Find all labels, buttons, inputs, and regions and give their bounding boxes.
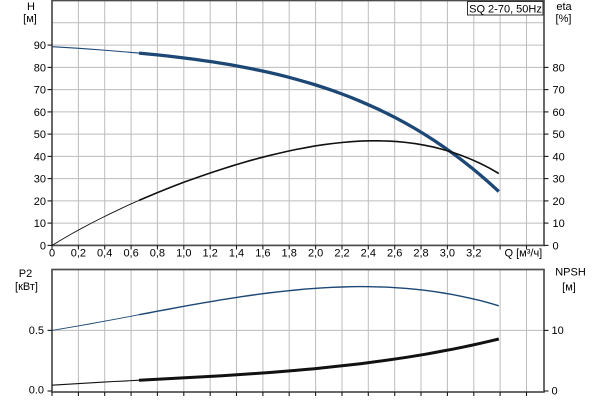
- svg-text:10: 10: [553, 218, 565, 230]
- svg-text:[м]: [м]: [562, 282, 576, 294]
- svg-text:Q [м³/ч]: Q [м³/ч]: [505, 248, 543, 260]
- svg-text:1,0: 1,0: [176, 248, 191, 260]
- svg-text:40: 40: [34, 151, 46, 163]
- svg-text:80: 80: [553, 62, 565, 74]
- svg-text:50: 50: [34, 129, 46, 141]
- svg-text:eta: eta: [556, 1, 572, 13]
- svg-text:0,8: 0,8: [150, 248, 165, 260]
- svg-text:2,6: 2,6: [387, 248, 402, 260]
- svg-text:30: 30: [553, 174, 565, 186]
- svg-text:50: 50: [553, 129, 565, 141]
- svg-text:SQ 2-70, 50Hz: SQ 2-70, 50Hz: [469, 4, 542, 16]
- svg-text:0: 0: [553, 240, 559, 252]
- svg-text:2,2: 2,2: [334, 248, 349, 260]
- svg-text:1,6: 1,6: [255, 248, 270, 260]
- svg-text:0.5: 0.5: [29, 325, 44, 337]
- svg-text:2,4: 2,4: [361, 248, 376, 260]
- svg-text:70: 70: [34, 85, 46, 97]
- svg-text:30: 30: [34, 174, 46, 186]
- svg-text:80: 80: [34, 62, 46, 74]
- svg-text:NPSH: NPSH: [555, 267, 586, 279]
- svg-text:10: 10: [34, 218, 46, 230]
- svg-text:2,0: 2,0: [308, 248, 323, 260]
- svg-text:0: 0: [49, 248, 55, 260]
- svg-text:2,8: 2,8: [413, 248, 428, 260]
- svg-text:0: 0: [40, 240, 46, 252]
- svg-text:70: 70: [553, 85, 565, 97]
- svg-text:3,2: 3,2: [466, 248, 481, 260]
- svg-text:10: 10: [552, 325, 564, 337]
- svg-text:40: 40: [553, 151, 565, 163]
- svg-text:90: 90: [34, 40, 46, 52]
- svg-text:3,0: 3,0: [440, 248, 455, 260]
- svg-text:20: 20: [553, 196, 565, 208]
- svg-text:H: H: [27, 1, 35, 13]
- svg-text:0,2: 0,2: [71, 248, 86, 260]
- svg-text:60: 60: [553, 107, 565, 119]
- svg-text:0,4: 0,4: [97, 248, 112, 260]
- svg-text:1,8: 1,8: [282, 248, 297, 260]
- svg-text:0,6: 0,6: [123, 248, 138, 260]
- svg-text:20: 20: [34, 196, 46, 208]
- svg-text:1,2: 1,2: [203, 248, 218, 260]
- svg-text:0.0: 0.0: [29, 385, 44, 397]
- svg-text:[м]: [м]: [23, 13, 37, 25]
- svg-text:[кВт]: [кВт]: [15, 281, 38, 293]
- svg-text:60: 60: [34, 107, 46, 119]
- svg-text:1,4: 1,4: [229, 248, 244, 260]
- svg-text:[%]: [%]: [556, 13, 572, 25]
- svg-text:P2: P2: [19, 268, 32, 280]
- svg-text:0: 0: [552, 386, 558, 398]
